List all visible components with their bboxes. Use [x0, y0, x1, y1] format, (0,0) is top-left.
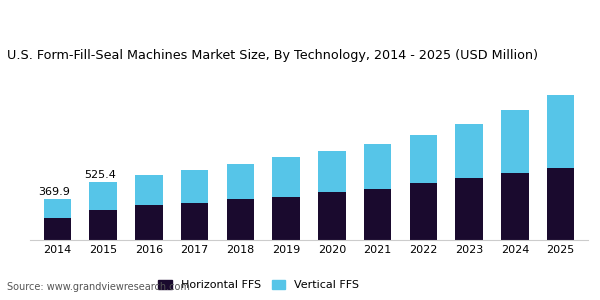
- Bar: [227, 164, 254, 199]
- Bar: [135, 206, 163, 240]
- Bar: [364, 144, 391, 189]
- Bar: [89, 210, 117, 240]
- Bar: [44, 199, 71, 218]
- Bar: [44, 218, 71, 240]
- Bar: [501, 110, 529, 173]
- Bar: [455, 178, 483, 240]
- Bar: [318, 151, 346, 192]
- Bar: [364, 189, 391, 240]
- Bar: [501, 173, 529, 240]
- Bar: [547, 168, 574, 240]
- Bar: [410, 135, 437, 183]
- Text: 525.4: 525.4: [84, 170, 116, 180]
- Bar: [181, 203, 208, 240]
- Bar: [135, 175, 163, 206]
- Bar: [410, 183, 437, 240]
- Bar: [547, 95, 574, 168]
- Bar: [272, 157, 300, 196]
- Text: 369.9: 369.9: [38, 188, 70, 197]
- Bar: [272, 196, 300, 240]
- Text: U.S. Form-Fill-Seal Machines Market Size, By Technology, 2014 - 2025 (USD Millio: U.S. Form-Fill-Seal Machines Market Size…: [7, 49, 538, 62]
- Bar: [227, 199, 254, 240]
- Legend: Horizontal FFS, Vertical FFS: Horizontal FFS, Vertical FFS: [158, 280, 359, 290]
- Bar: [455, 124, 483, 178]
- Text: Source: www.grandviewresearch.com: Source: www.grandviewresearch.com: [7, 283, 190, 292]
- Bar: [181, 170, 208, 203]
- Bar: [318, 192, 346, 240]
- Bar: [89, 182, 117, 210]
